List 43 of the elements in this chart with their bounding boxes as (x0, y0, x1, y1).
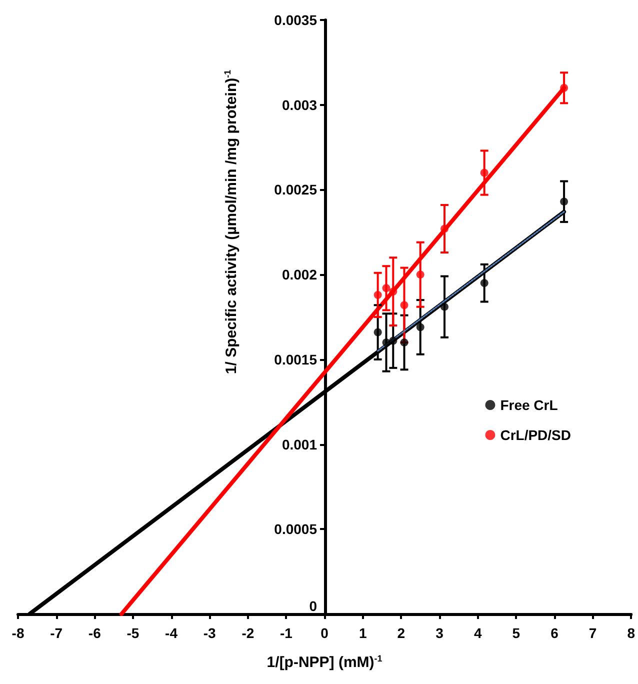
x-tick-label: -5 (126, 625, 140, 641)
point (389, 288, 398, 296)
x-tick-label: 3 (436, 625, 444, 641)
x-tick-label: 8 (627, 625, 636, 641)
point (560, 198, 568, 206)
point (440, 224, 448, 233)
point (480, 168, 488, 177)
y-axis-title: 1/ Specific activity (µmol/min /mg protein)-1 (222, 70, 240, 374)
y-tick-label: 0.0015 (274, 351, 318, 368)
y-tick-label: 0.0005 (274, 521, 318, 538)
point (440, 302, 448, 311)
x-tick-label: 0 (320, 625, 329, 641)
legend-label: Free CrL (500, 397, 558, 413)
x-tick-label: 5 (512, 625, 520, 641)
x-tick-label: 2 (397, 625, 406, 641)
y-tick-label: 0.0025 (274, 182, 318, 198)
x-tick-label: 7 (588, 625, 597, 641)
y-tick-label: 0.001 (282, 436, 318, 452)
point (382, 338, 390, 346)
point (382, 284, 390, 292)
x-tick-label: 6 (550, 625, 559, 641)
y-tick-label: 0 (309, 598, 318, 614)
x-tick-label: -1 (280, 625, 293, 641)
y-tick-label: 0.002 (282, 266, 318, 283)
x-tick-label: -6 (88, 625, 102, 641)
point (374, 290, 382, 299)
point (416, 270, 424, 279)
x-tick-label: -4 (165, 625, 178, 641)
x-tick-label: 1 (358, 625, 367, 641)
x-tick-label: -2 (242, 625, 254, 641)
point (480, 279, 488, 288)
point (389, 336, 398, 345)
y-tick-label: 0.0035 (274, 12, 318, 28)
x-tick-label: -7 (50, 625, 63, 641)
x-tick-label: 4 (474, 625, 482, 641)
point (416, 323, 424, 332)
point (400, 301, 408, 310)
y-tick-label: 0.003 (282, 96, 318, 113)
point (374, 328, 382, 336)
x-tick-label: -8 (12, 625, 24, 641)
x-tick-label: -3 (203, 625, 216, 641)
legend-label: CrL/PD/SD (500, 427, 572, 443)
point (560, 84, 568, 92)
